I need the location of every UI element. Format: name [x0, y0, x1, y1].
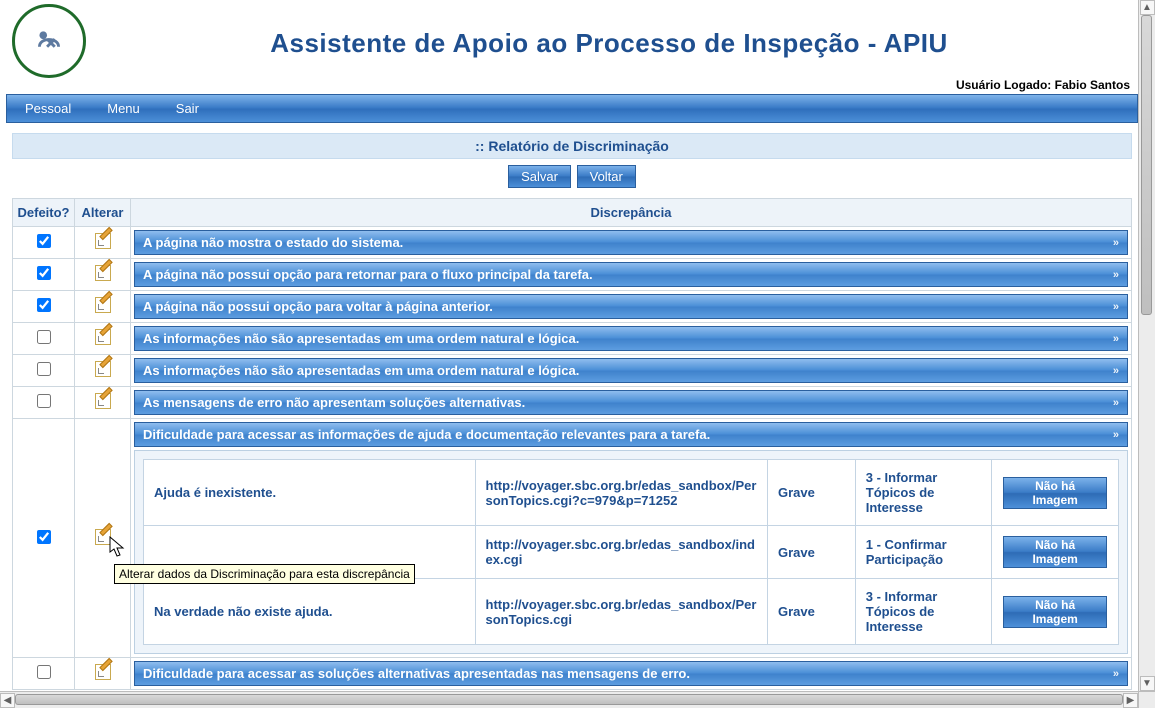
- discrepancy-text: As informações não são apresentadas em u…: [143, 363, 579, 378]
- horizontal-scrollbar[interactable]: ◀ ▶: [0, 691, 1138, 708]
- user-name: Fabio Santos: [1055, 78, 1130, 92]
- back-button[interactable]: Voltar: [577, 165, 636, 188]
- chevron-icon: »: [1113, 397, 1119, 409]
- menu-menu[interactable]: Menu: [107, 101, 140, 116]
- logged-user: Usuário Logado: Fabio Santos: [6, 78, 1138, 94]
- edit-icon[interactable]: [95, 297, 111, 313]
- discrepancy-text: As mensagens de erro não apresentam solu…: [143, 395, 525, 410]
- detail-url[interactable]: http://voyager.sbc.org.br/edas_sandbox/P…: [475, 460, 768, 526]
- scroll-corner: [1138, 691, 1155, 708]
- defect-checkbox[interactable]: [37, 530, 51, 544]
- no-image-button[interactable]: Não há Imagem: [1003, 536, 1107, 568]
- detail-severity: Grave: [768, 460, 856, 526]
- no-image-button[interactable]: Não há Imagem: [1003, 596, 1107, 628]
- section-title: :: Relatório de Discriminação: [12, 133, 1132, 159]
- discrepancy-bar[interactable]: As informações não são apresentadas em u…: [134, 326, 1128, 351]
- detail-panel: Ajuda é inexistente.http://voyager.sbc.o…: [134, 450, 1128, 654]
- scroll-thumb-x[interactable]: [15, 694, 1123, 705]
- discrepancy-table: Defeito? Alterar Discrepância A página n…: [12, 198, 1132, 690]
- defect-checkbox[interactable]: [37, 266, 51, 280]
- defect-checkbox[interactable]: [37, 665, 51, 679]
- menu-pessoal[interactable]: Pessoal: [25, 101, 71, 116]
- discrepancy-text: Dificuldade para acessar as soluções alt…: [143, 666, 690, 681]
- discrepancy-bar[interactable]: As mensagens de erro não apresentam solu…: [134, 390, 1128, 415]
- edit-icon[interactable]: [95, 361, 111, 377]
- discrepancy-text: A página não possui opção para retornar …: [143, 267, 593, 282]
- detail-desc: Na verdade não existe ajuda.: [144, 579, 476, 645]
- university-logo: [12, 4, 86, 78]
- discrepancy-bar[interactable]: A página não possui opção para voltar à …: [134, 294, 1128, 319]
- chevron-icon: »: [1113, 365, 1119, 377]
- discrepancy-text: A página não mostra o estado do sistema.: [143, 235, 403, 250]
- discrepancy-bar[interactable]: Dificuldade para acessar as soluções alt…: [134, 661, 1128, 686]
- scroll-up-icon[interactable]: ▲: [1140, 0, 1155, 15]
- scroll-left-icon[interactable]: ◀: [0, 693, 15, 708]
- chevron-icon: »: [1113, 301, 1119, 313]
- chevron-icon: »: [1113, 668, 1119, 680]
- vertical-scrollbar[interactable]: ▲ ▼: [1138, 0, 1155, 691]
- detail-severity: Grave: [768, 579, 856, 645]
- discrepancy-text: A página não possui opção para voltar à …: [143, 299, 493, 314]
- chevron-icon: »: [1113, 237, 1119, 249]
- detail-severity: Grave: [768, 526, 856, 579]
- defect-checkbox[interactable]: [37, 234, 51, 248]
- chevron-icon: »: [1113, 269, 1119, 281]
- chevron-icon: »: [1113, 333, 1119, 345]
- detail-url[interactable]: http://voyager.sbc.org.br/edas_sandbox/i…: [475, 526, 768, 579]
- col-defect: Defeito?: [13, 199, 75, 227]
- detail-step: 3 - Informar Tópicos de Interesse: [855, 460, 992, 526]
- discrepancy-bar[interactable]: A página não possui opção para retornar …: [134, 262, 1128, 287]
- edit-icon[interactable]: [95, 664, 111, 680]
- edit-icon[interactable]: [95, 265, 111, 281]
- detail-url[interactable]: http://voyager.sbc.org.br/edas_sandbox/P…: [475, 579, 768, 645]
- detail-step: 3 - Informar Tópicos de Interesse: [855, 579, 992, 645]
- discrepancy-bar[interactable]: A página não mostra o estado do sistema.…: [134, 230, 1128, 255]
- user-label: Usuário Logado:: [956, 78, 1051, 92]
- discrepancy-text: As informações não são apresentadas em u…: [143, 331, 579, 346]
- edit-icon[interactable]: [95, 233, 111, 249]
- app-title: Assistente de Apoio ao Processo de Inspe…: [86, 28, 1132, 59]
- edit-tooltip: Alterar dados da Discriminação para esta…: [114, 564, 415, 584]
- edit-icon[interactable]: [95, 393, 111, 409]
- scroll-thumb-y[interactable]: [1141, 15, 1152, 315]
- detail-step: 1 - Confirmar Participação: [855, 526, 992, 579]
- save-button[interactable]: Salvar: [508, 165, 571, 188]
- defect-checkbox[interactable]: [37, 330, 51, 344]
- discrepancy-text: Dificuldade para acessar as informações …: [143, 427, 710, 442]
- discrepancy-bar[interactable]: Dificuldade para acessar as informações …: [134, 422, 1128, 447]
- scroll-down-icon[interactable]: ▼: [1140, 676, 1155, 691]
- detail-desc: Ajuda é inexistente.: [144, 460, 476, 526]
- col-discrepancy: Discrepância: [131, 199, 1132, 227]
- chevron-icon: »: [1113, 429, 1119, 441]
- defect-checkbox[interactable]: [37, 362, 51, 376]
- discrepancy-bar[interactable]: As informações não são apresentadas em u…: [134, 358, 1128, 383]
- scroll-right-icon[interactable]: ▶: [1123, 693, 1138, 708]
- menubar: Pessoal Menu Sair: [6, 94, 1138, 123]
- menu-sair[interactable]: Sair: [176, 101, 199, 116]
- defect-checkbox[interactable]: [37, 298, 51, 312]
- defect-checkbox[interactable]: [37, 394, 51, 408]
- no-image-button[interactable]: Não há Imagem: [1003, 477, 1107, 509]
- edit-icon[interactable]: [95, 329, 111, 345]
- edit-icon[interactable]: [95, 529, 111, 545]
- col-edit: Alterar: [75, 199, 131, 227]
